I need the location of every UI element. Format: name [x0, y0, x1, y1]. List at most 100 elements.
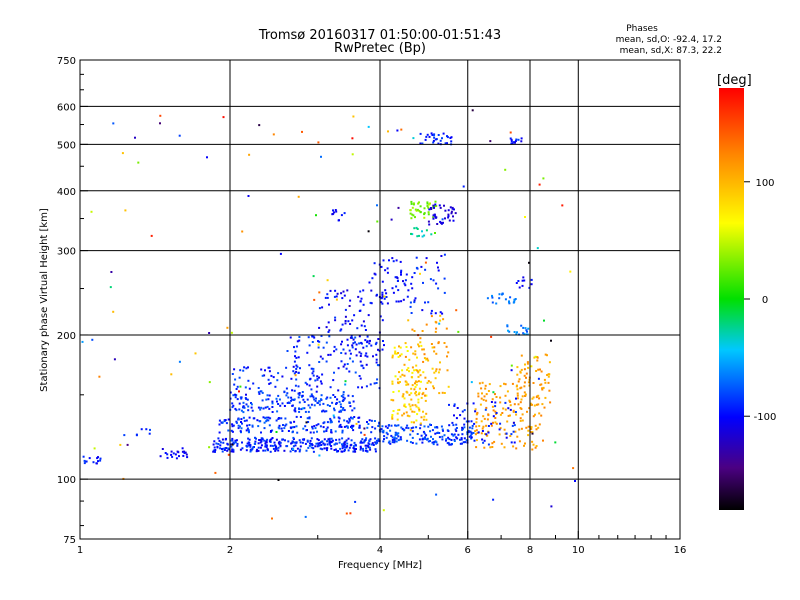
data-point [504, 298, 507, 301]
data-point [508, 302, 511, 305]
data-point [269, 382, 272, 385]
data-point [404, 279, 407, 282]
data-point [340, 395, 343, 398]
data-point [335, 295, 338, 298]
data-point [323, 443, 326, 446]
data-point [448, 438, 451, 441]
data-point [145, 428, 148, 431]
data-point [318, 403, 321, 406]
data-point [503, 446, 506, 449]
data-point [403, 403, 406, 406]
data-point [375, 442, 378, 445]
data-point [296, 447, 299, 450]
data-point [305, 449, 308, 452]
data-point [439, 361, 441, 364]
data-point [361, 441, 364, 444]
data-point [400, 273, 402, 276]
data-point [383, 344, 385, 347]
data-point [348, 419, 351, 422]
data-point [410, 202, 413, 205]
chart-title: Tromsø 20160317 01:50:00-01:51:43 [258, 28, 501, 43]
data-point [454, 428, 457, 431]
data-point [254, 443, 257, 445]
data-point [285, 394, 288, 397]
chart-subtitle: RwPretec (Bp) [334, 41, 426, 56]
data-point [298, 408, 301, 410]
data-point [219, 447, 222, 450]
data-point [379, 315, 382, 318]
data-point [280, 417, 283, 420]
data-point [437, 342, 440, 345]
data-point [391, 439, 394, 441]
data-point [455, 429, 458, 432]
data-point [349, 405, 352, 408]
data-point [543, 378, 546, 381]
data-point [277, 417, 280, 419]
data-point [345, 367, 348, 370]
data-point [486, 297, 489, 300]
data-point [277, 449, 280, 452]
data-point [269, 444, 272, 447]
data-point [413, 369, 416, 372]
data-point [329, 417, 332, 420]
data-point [418, 209, 421, 212]
data-point [323, 447, 326, 450]
data-point [499, 427, 502, 430]
data-point [346, 289, 349, 292]
data-point [309, 442, 311, 445]
data-point [347, 421, 350, 424]
data-point [569, 270, 572, 273]
data-point [405, 411, 408, 414]
data-point [212, 443, 215, 446]
data-point [330, 431, 333, 434]
data-point [411, 384, 414, 387]
data-point [490, 401, 493, 403]
data-point [370, 302, 373, 305]
data-point [391, 382, 394, 385]
data-point [531, 403, 533, 406]
data-point [256, 448, 258, 451]
data-point [243, 406, 246, 409]
data-point [307, 410, 310, 413]
data-point [411, 287, 414, 290]
data-point [370, 431, 373, 434]
data-point [432, 141, 435, 144]
data-point [467, 431, 470, 434]
data-point [314, 427, 317, 430]
data-point [414, 380, 417, 383]
data-point [434, 232, 436, 234]
data-point [318, 442, 321, 445]
data-point [515, 397, 517, 400]
data-point [413, 410, 416, 413]
data-point [407, 289, 410, 292]
data-point [322, 409, 325, 412]
data-point [294, 350, 297, 353]
legend-title: Phases [626, 24, 658, 34]
data-point [417, 401, 420, 404]
data-point [286, 350, 289, 352]
data-point [415, 364, 418, 367]
data-point [510, 364, 513, 367]
data-point [480, 387, 483, 390]
data-point [421, 142, 424, 145]
data-point [406, 414, 409, 417]
data-point [410, 346, 413, 349]
data-point [409, 212, 412, 215]
data-point [428, 208, 431, 211]
data-point [394, 276, 397, 279]
data-point [490, 424, 493, 427]
data-point [319, 425, 322, 428]
data-point [348, 305, 351, 307]
data-point [245, 419, 248, 422]
data-point [415, 256, 418, 259]
data-point [413, 227, 416, 230]
data-point [358, 416, 361, 419]
data-point [425, 412, 428, 415]
data-point [239, 448, 242, 451]
data-point [509, 408, 512, 411]
data-point [397, 289, 400, 292]
data-point [318, 400, 321, 403]
data-point [315, 397, 317, 400]
data-point [425, 257, 428, 260]
data-point [290, 442, 293, 445]
